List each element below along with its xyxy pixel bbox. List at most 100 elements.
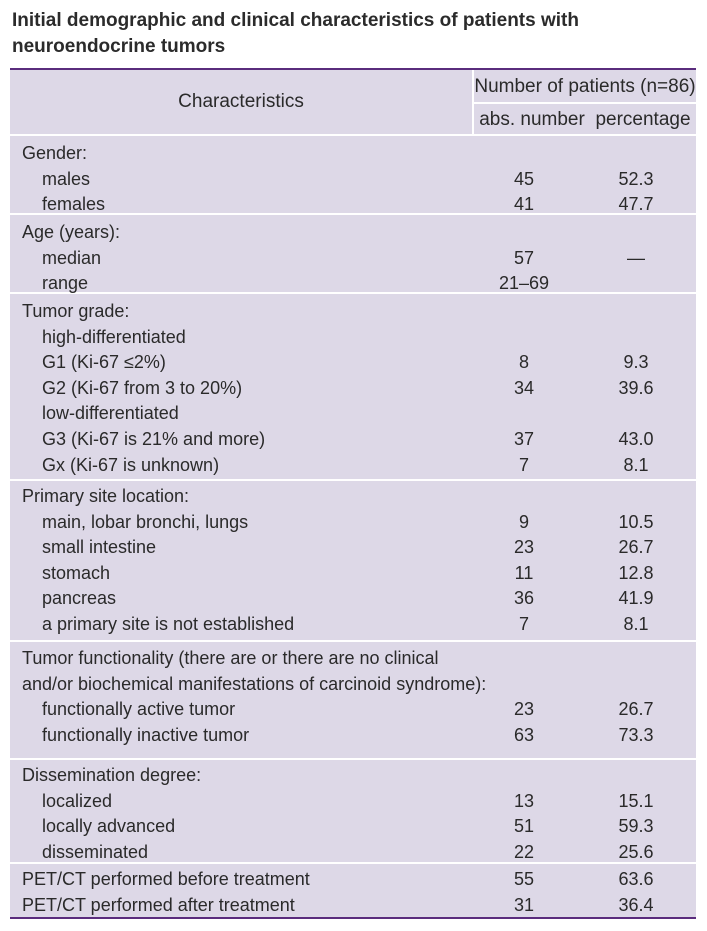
percentage-cell: 15.1 (618, 790, 654, 811)
row-label: PET/CT performed before treatment (22, 869, 310, 889)
row-label: G3 (Ki-67 is 21% and more) (42, 428, 266, 449)
table-row: high-differentiated (10, 325, 696, 351)
row-label: PET/CT performed after treatment (22, 894, 295, 915)
percentage-cell: 39.6 (618, 377, 654, 398)
section-tumor-functionality: Tumor functionality (there are or there … (10, 642, 696, 760)
table-row: functionally inactive tumor 63 73.3 (10, 723, 696, 749)
header-abs-number: abs. number (479, 109, 585, 130)
row-label: Tumor functionality (there are or there … (22, 648, 439, 668)
row-label: functionally active tumor (42, 699, 236, 720)
header-characteristics: Characteristics (10, 70, 474, 134)
row-label: Tumor grade: (22, 301, 130, 321)
table-row: Gender: (10, 141, 696, 167)
percentage-cell: 41.9 (618, 588, 654, 609)
row-label: stomach (42, 562, 111, 583)
section-age: Age (years): median 57 — range 21–69 (10, 215, 696, 294)
row-label: a primary site is not established (42, 613, 295, 634)
table-row: main, lobar bronchi, lungs 9 10.5 (10, 510, 696, 536)
row-label: main, lobar bronchi, lungs (42, 511, 249, 532)
table-row: females 41 47.7 (10, 192, 696, 218)
row-label: G2 (Ki-67 from 3 to 20%) (42, 377, 243, 398)
abs-number-cell: 63 (513, 724, 535, 745)
abs-number-cell: 36 (513, 588, 535, 609)
row-label: median (42, 247, 102, 268)
table-row: Dissemination degree: (10, 763, 696, 789)
table-row: disseminated 22 25.6 (10, 840, 696, 866)
abs-number-cell: 55 (513, 869, 535, 889)
percentage-cell: 26.7 (618, 699, 654, 720)
table-row: Age (years): (10, 220, 696, 246)
table-title: Initial demographic and clinical charact… (12, 10, 579, 57)
abs-number-cell: 41 (513, 194, 535, 215)
row-label: males (42, 168, 91, 189)
row-label: Gx (Ki-67 is unknown) (42, 454, 220, 475)
row-label: Primary site location: (22, 486, 190, 506)
abs-number-cell: 7 (518, 613, 529, 634)
header-percentage: percentage (595, 109, 691, 130)
abs-number-cell: 31 (513, 894, 535, 915)
abs-number-cell: 45 (513, 168, 535, 189)
percentage-cell: 9.3 (623, 352, 649, 373)
table-row: a primary site is not established 7 8.1 (10, 612, 696, 638)
abs-number-cell: 51 (513, 816, 535, 837)
percentage-cell: 47.7 (618, 194, 654, 215)
row-label: locally advanced (42, 816, 176, 837)
table-row: low-differentiated (10, 401, 696, 427)
abs-number-cell: 21–69 (498, 273, 550, 294)
row-label: high-differentiated (42, 326, 186, 347)
table-row: Tumor grade: (10, 299, 696, 325)
abs-number-cell: 23 (513, 699, 535, 720)
percentage-cell: 8.1 (623, 613, 649, 634)
table-row: Gx (Ki-67 is unknown) 7 8.1 (10, 453, 696, 479)
table-header: Characteristics Number of patients (n=86… (10, 70, 696, 136)
section-gender: Gender: males 45 52.3 females 41 47.7 (10, 136, 696, 215)
table-row: PET/CT performed after treatment 31 36.4 (10, 893, 696, 919)
table-row: small intestine 23 26.7 (10, 535, 696, 561)
percentage-cell: 12.8 (618, 562, 654, 583)
row-label: females (42, 194, 106, 215)
percentage-cell: 63.6 (618, 869, 654, 889)
row-label: pancreas (42, 588, 117, 609)
table-row: functionally active tumor 23 26.7 (10, 697, 696, 723)
header-patients-group: Number of patients (n=86) (474, 70, 696, 104)
row-label: Gender: (22, 143, 88, 163)
abs-number-cell: 22 (513, 841, 535, 862)
abs-number-cell: 37 (513, 428, 535, 449)
section-dissemination: Dissemination degree: localized 13 15.1 loca… (10, 760, 696, 864)
abs-number-cell: 34 (513, 377, 535, 398)
percentage-cell: 36.4 (618, 894, 654, 915)
characteristics-table: Characteristics Number of patients (n=86… (10, 68, 696, 919)
section-pet-ct: PET/CT performed before treatment 55 63.6 P… (10, 864, 696, 919)
row-label: Dissemination degree: (22, 765, 202, 785)
row-label: G1 (Ki-67 ≤2%) (42, 352, 166, 373)
abs-number-cell: 13 (513, 790, 535, 811)
table-row: locally advanced 51 59.3 (10, 814, 696, 840)
table-row: G2 (Ki-67 from 3 to 20%) 34 39.6 (10, 376, 696, 402)
percentage-cell: 25.6 (618, 841, 654, 862)
table-row: range 21–69 (10, 271, 696, 297)
table-row: median 57 — (10, 246, 696, 272)
percentage-cell: 26.7 (618, 537, 654, 558)
percentage-cell: 8.1 (623, 454, 649, 475)
table-row: G1 (Ki-67 ≤2%) 8 9.3 (10, 350, 696, 376)
row-label: Age (years): (22, 222, 121, 242)
section-primary-site: Primary site location: main, lobar bronch… (10, 481, 696, 642)
row-label: small intestine (42, 537, 157, 558)
abs-number-cell: 57 (513, 247, 535, 268)
table-row: Tumor functionality (there are or there … (10, 646, 696, 672)
table-row: PET/CT performed before treatment 55 63.6 (10, 867, 696, 893)
abs-number-cell: 9 (518, 511, 529, 532)
row-label: range (42, 273, 89, 294)
table-row: Primary site location: (10, 484, 696, 510)
percentage-cell: 10.5 (618, 511, 654, 532)
table-row: G3 (Ki-67 is 21% and more) 37 43.0 (10, 427, 696, 453)
row-label: localized (42, 790, 113, 811)
table-row: pancreas 36 41.9 (10, 586, 696, 612)
row-label: functionally inactive tumor (42, 724, 250, 745)
abs-number-cell: 23 (513, 537, 535, 558)
row-label: disseminated (42, 841, 149, 862)
table-row: localized 13 15.1 (10, 789, 696, 815)
abs-number-cell: 8 (518, 352, 529, 373)
percentage-cell: 59.3 (618, 816, 654, 837)
